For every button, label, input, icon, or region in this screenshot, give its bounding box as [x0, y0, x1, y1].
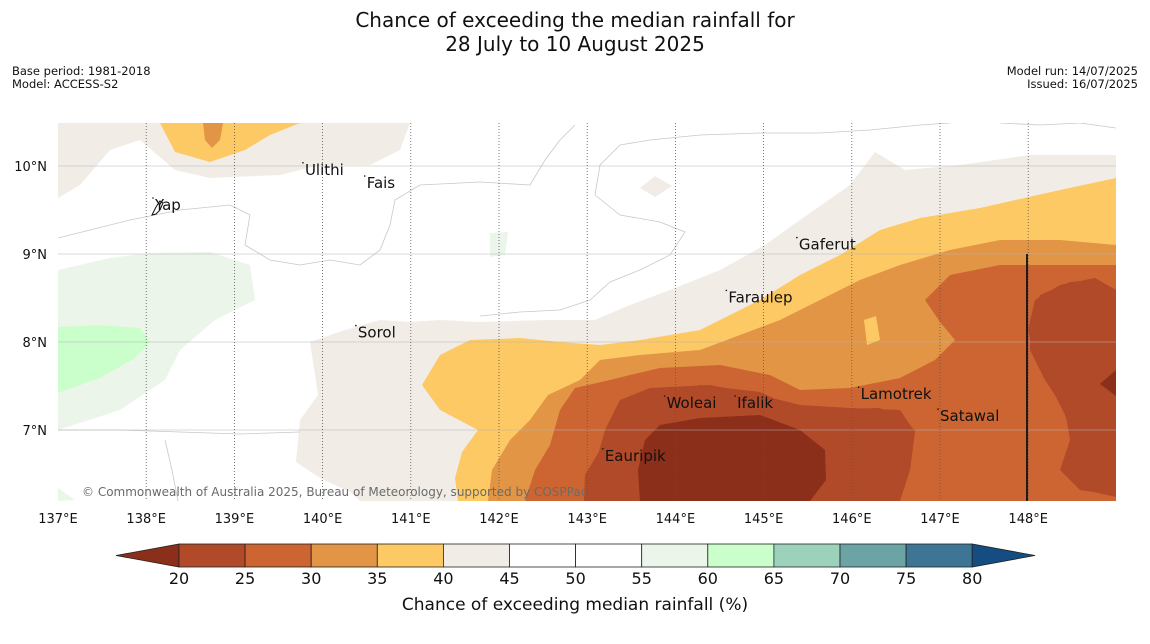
- place-label: Woleai: [667, 394, 717, 412]
- colorbar-tick-label: 50: [565, 569, 585, 588]
- colorbar-segment: [774, 544, 840, 567]
- colorbar-tick-label: 75: [896, 569, 916, 588]
- place-marker: [602, 448, 604, 450]
- colorbar-tick-label: 55: [632, 569, 652, 588]
- lat-tick-label: 7°N: [23, 424, 48, 439]
- lat-tick-label: 9°N: [23, 248, 48, 263]
- colorbar-tick-label: 65: [764, 569, 784, 588]
- place-label: Sorol: [358, 324, 396, 342]
- colorbar-segment: [906, 544, 972, 567]
- colorbar: 20 25 30 35 40 45 50 55 60 65 70 75 80: [116, 544, 1035, 588]
- colorbar-segment: [311, 544, 377, 567]
- place-marker: [355, 325, 357, 327]
- lon-tick-label: 139°E: [215, 512, 255, 527]
- colorbar-segment: [245, 544, 311, 567]
- map-figure: © Commonwealth of Australia 2025, Bureau…: [0, 0, 1150, 644]
- lon-tick-label: 143°E: [567, 512, 607, 527]
- place-marker: [364, 175, 366, 177]
- colorbar-tick-label: 35: [367, 569, 387, 588]
- lon-tick-label: 138°E: [126, 512, 166, 527]
- place-label: Ifalik: [737, 394, 773, 412]
- place-label: Fais: [367, 174, 396, 192]
- place-label: Lamotrek: [861, 385, 932, 403]
- lon-tick-label: 148°E: [1008, 512, 1048, 527]
- colorbar-segment: [179, 544, 245, 567]
- colorbar-tick-label: 40: [433, 569, 453, 588]
- colorbar-segment: [576, 544, 642, 567]
- lon-tick-label: 140°E: [303, 512, 343, 527]
- place-marker: [937, 408, 939, 410]
- colorbar-segment: [443, 544, 509, 567]
- place-marker: [664, 395, 666, 397]
- colorbar-tick-label: 70: [830, 569, 850, 588]
- latitude-labels: 10°N 9°N 8°N 7°N: [14, 160, 47, 439]
- colorbar-tick-label: 60: [698, 569, 718, 588]
- lon-tick-label: 137°E: [38, 512, 78, 527]
- colorbar-extend-high: [972, 544, 1035, 567]
- colorbar-tick-label: 25: [235, 569, 255, 588]
- colorbar-segment: [377, 544, 443, 567]
- place-marker: [796, 237, 798, 239]
- colorbar-segment: [840, 544, 906, 567]
- colorbar-segment: [510, 544, 576, 567]
- colorbar-title: Chance of exceeding median rainfall (%): [402, 595, 748, 615]
- colorbar-tick-label: 20: [169, 569, 189, 588]
- lon-tick-label: 142°E: [479, 512, 519, 527]
- place-marker: [734, 395, 736, 397]
- place-label: Faraulep: [728, 288, 792, 306]
- lon-tick-label: 146°E: [832, 512, 872, 527]
- colorbar-tick-label: 80: [962, 569, 982, 588]
- longitude-labels: 137°E 138°E 139°E 140°E 141°E 142°E 143°E 144°E…: [38, 512, 1048, 527]
- lon-tick-label: 144°E: [656, 512, 696, 527]
- lon-tick-label: 141°E: [391, 512, 431, 527]
- place-label: Satawal: [940, 407, 999, 425]
- place-label: Gaferut: [799, 236, 856, 254]
- copyright-text: © Commonwealth of Australia 2025, Bureau…: [82, 485, 587, 499]
- lat-tick-label: 10°N: [14, 160, 47, 175]
- colorbar-tick-label: 30: [301, 569, 321, 588]
- place-label: Yap: [154, 196, 181, 214]
- place-marker: [152, 197, 154, 199]
- lon-tick-label: 147°E: [920, 512, 960, 527]
- map-area: © Commonwealth of Australia 2025, Bureau…: [58, 123, 1116, 501]
- lat-tick-label: 8°N: [23, 336, 48, 351]
- colorbar-tick-label: 45: [499, 569, 519, 588]
- place-label: Eauripik: [605, 447, 666, 465]
- place-label: Ulithi: [305, 161, 344, 179]
- lon-tick-label: 145°E: [744, 512, 784, 527]
- colorbar-segment: [642, 544, 708, 567]
- place-marker: [726, 290, 728, 292]
- place-marker: [858, 386, 860, 388]
- colorbar-segment: [708, 544, 774, 567]
- place-marker: [302, 162, 304, 164]
- colorbar-extend-low: [116, 544, 179, 567]
